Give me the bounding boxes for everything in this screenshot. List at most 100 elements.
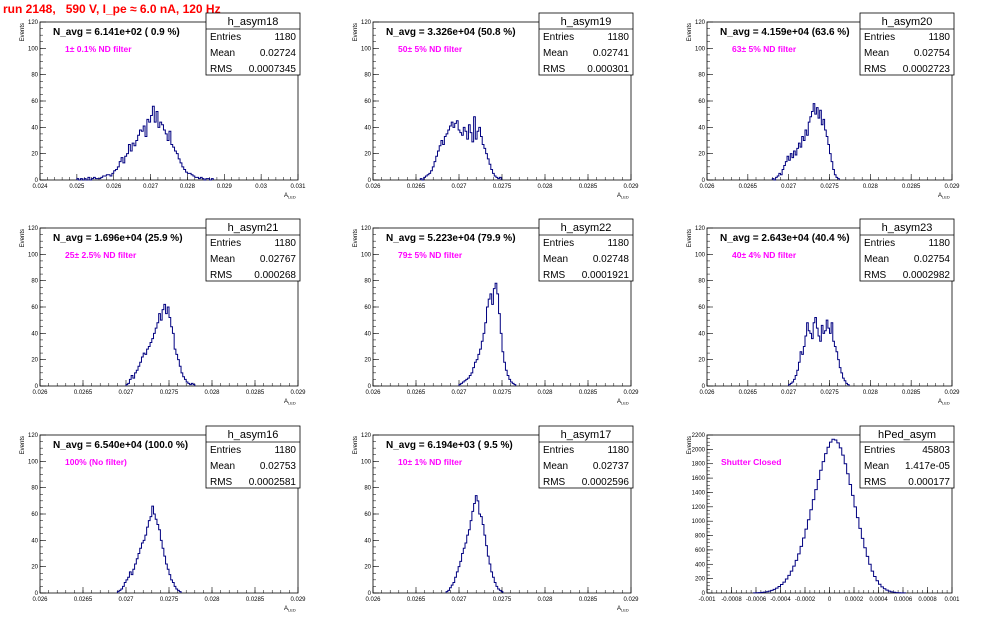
histogram-series (445, 495, 504, 593)
x-tick-label: 0.0285 (902, 184, 921, 190)
x-tick-label: 0.028 (180, 184, 196, 190)
histogram-name: h_asym21 (228, 222, 279, 234)
histogram-series (125, 303, 196, 386)
y-tick-label: 120 (695, 226, 706, 232)
x-tick-label: 0.0285 (902, 390, 921, 396)
histogram-name: h_asym18 (228, 16, 279, 28)
stat-value: 0.0002581 (249, 477, 297, 488)
histogram-series (76, 105, 214, 181)
x-tick-label: 0.026 (699, 390, 715, 396)
y-axis-label: Events (20, 23, 26, 41)
y-tick-label: 100 (695, 46, 706, 52)
x-tick-label: 0.024 (32, 184, 48, 190)
histogram-series (419, 116, 502, 181)
stat-label: RMS (543, 270, 566, 281)
histogram-panel-h_asym19: 0 20 40 60 80 100 120 0.026 0.0265 0.027 0.0275 0.0… (353, 12, 639, 200)
filter-label: 10± 1% ND filter (398, 457, 463, 467)
y-tick-label: 100 (361, 46, 372, 52)
x-tick-label: -0.0006 (746, 597, 767, 603)
y-tick-label: 80 (364, 486, 371, 492)
x-tick-label: 0.026 (106, 184, 122, 190)
x-tick-label: 0.026 (32, 597, 48, 603)
x-tick-label: 0.0285 (579, 597, 598, 603)
navg-label: N_avg = 2.643e+04 (40.4 %) (720, 233, 850, 244)
y-tick-label: 40 (364, 538, 371, 544)
stat-value: 1.417e-05 (905, 461, 950, 472)
x-tick-label: 0.028 (537, 390, 553, 396)
x-tick-label: 0.0275 (493, 597, 512, 603)
stats-box (538, 425, 634, 489)
stat-label: Entries (210, 238, 241, 249)
y-tick-label: 1200 (692, 505, 706, 511)
y-tick-label: 20 (364, 358, 371, 364)
stat-value: 1180 (928, 238, 950, 249)
y-tick-label: 20 (698, 152, 705, 158)
y-tick-label: 40 (698, 125, 705, 131)
x-tick-label: 0.0275 (493, 390, 512, 396)
stat-value: 0.02748 (593, 254, 630, 265)
x-axis-label: ALED (284, 606, 296, 613)
y-tick-label: 40 (31, 331, 38, 337)
y-axis-label: Events (353, 23, 359, 41)
y-tick-label: 100 (28, 252, 39, 258)
y-tick-label: 1000 (692, 519, 706, 525)
stats-box (859, 425, 955, 489)
stat-value: 0.02767 (260, 254, 297, 265)
y-tick-label: 1800 (692, 462, 706, 468)
y-tick-label: 20 (364, 565, 371, 571)
y-tick-label: 80 (31, 486, 38, 492)
histogram-panel-h_asym16: 0 20 40 60 80 100 120 0.026 0.0265 0.027 0.0275 0.0… (20, 425, 306, 613)
stats-box (538, 218, 634, 282)
x-tick-label: 0.0275 (160, 390, 179, 396)
stat-label: RMS (210, 64, 233, 75)
y-tick-label: 1400 (692, 490, 706, 496)
y-tick-label: 600 (695, 548, 706, 554)
histogram-panel-h_asym17: 0 20 40 60 80 100 120 0.026 0.0265 0.027 0.0275 0.0… (353, 425, 639, 613)
x-tick-label: 0.0265 (74, 597, 93, 603)
stat-value: 1180 (274, 445, 296, 456)
stat-label: RMS (864, 477, 887, 488)
histogram-name: h_asym22 (561, 222, 612, 234)
y-tick-label: 120 (28, 20, 39, 26)
stat-label: Entries (210, 445, 241, 456)
histogram-panel-h_asym23: 0 20 40 60 80 100 120 0.026 0.0265 0.027 0.0275 0.0… (687, 218, 960, 406)
x-tick-label: 0.0002 (845, 597, 864, 603)
x-tick-label: 0.0275 (820, 184, 839, 190)
navg-label: N_avg = 5.223e+04 (79.9 %) (386, 233, 516, 244)
stat-value: 1180 (928, 32, 950, 43)
y-tick-label: 0 (368, 384, 372, 390)
x-tick-label: 0.029 (290, 390, 306, 396)
y-tick-label: 0 (702, 384, 706, 390)
y-tick-label: 20 (31, 358, 38, 364)
x-tick-label: 0.0265 (739, 184, 758, 190)
histogram-name: h_asym19 (561, 16, 612, 28)
stat-value: 0.0002596 (582, 477, 630, 488)
y-axis-label: Events (20, 229, 26, 247)
histogram-series (753, 438, 906, 594)
histogram-panel-h_asym18: 0 20 40 60 80 100 120 0.024 0.025 0.026 0.027 0.028… (20, 12, 306, 200)
x-tick-label: 0.0265 (407, 390, 426, 396)
y-tick-label: 60 (698, 305, 705, 311)
y-tick-label: 80 (31, 279, 38, 285)
stat-label: Entries (543, 445, 574, 456)
y-tick-label: 80 (31, 73, 38, 79)
y-tick-label: 20 (364, 152, 371, 158)
x-tick-label: 0.025 (69, 184, 85, 190)
stats-box (859, 218, 955, 282)
stat-value: 0.02753 (260, 461, 297, 472)
histogram-panel-h_asym22: 0 20 40 60 80 100 120 0.026 0.0265 0.027 0.0275 0.0… (353, 218, 639, 406)
y-tick-label: 80 (698, 279, 705, 285)
filter-label: 50± 5% ND filter (398, 44, 463, 54)
stat-value: 0.02737 (593, 461, 630, 472)
y-tick-label: 0 (35, 591, 39, 597)
stat-label: Entries (864, 238, 895, 249)
filter-label: 1± 0.1% ND filter (65, 44, 132, 54)
stat-label: RMS (543, 64, 566, 75)
x-tick-label: 0.0275 (493, 184, 512, 190)
y-tick-label: 60 (364, 99, 371, 105)
x-tick-label: 0.03 (255, 184, 267, 190)
x-tick-label: -0.001 (698, 597, 716, 603)
stat-value: 0.02724 (260, 48, 297, 59)
y-tick-label: 80 (364, 279, 371, 285)
histogram-series (788, 317, 850, 386)
